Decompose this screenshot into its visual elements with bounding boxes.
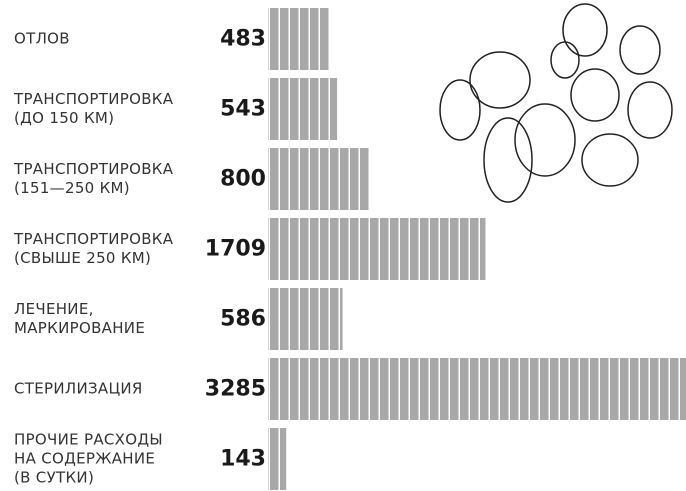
category-label: ПРОЧИЕ РАСХОДЫ НА СОДЕРЖАНИЕ (В СУТКИ): [14, 431, 163, 488]
category-label: ТРАНСПОРТИРОВКА (151—250 КМ): [14, 160, 173, 198]
bar: [268, 288, 343, 350]
bar: [268, 148, 370, 210]
category-label: ОТЛОВ: [14, 30, 70, 49]
value-label: 543: [220, 97, 266, 122]
value-label: 3285: [205, 377, 266, 402]
value-label: 483: [220, 27, 266, 52]
bar: [268, 8, 329, 70]
infographic: ОТЛОВ 483 ТРАНСПОРТИРОВКА (ДО 150 КМ) 543 ТР…: [0, 0, 686, 491]
category-label: ТРАНСПОРТИРОВКА (ДО 150 КМ): [14, 90, 173, 128]
category-label: ТРАНСПОРТИРОВКА (СВЫШЕ 250 КМ): [14, 230, 173, 268]
category-label: ЛЕЧЕНИЕ, МАРКИРОВАНИЕ: [14, 300, 145, 338]
category-label: СТЕРИЛИЗАЦИЯ: [14, 380, 143, 399]
bar: [268, 78, 337, 140]
dogs-illustration: [440, 4, 672, 202]
bar: [268, 358, 686, 420]
bar: [268, 218, 485, 280]
value-label: 586: [220, 307, 266, 332]
value-label: 800: [220, 167, 266, 192]
value-label: 143: [220, 447, 266, 472]
bar: [268, 428, 286, 490]
value-label: 1709: [205, 237, 266, 262]
